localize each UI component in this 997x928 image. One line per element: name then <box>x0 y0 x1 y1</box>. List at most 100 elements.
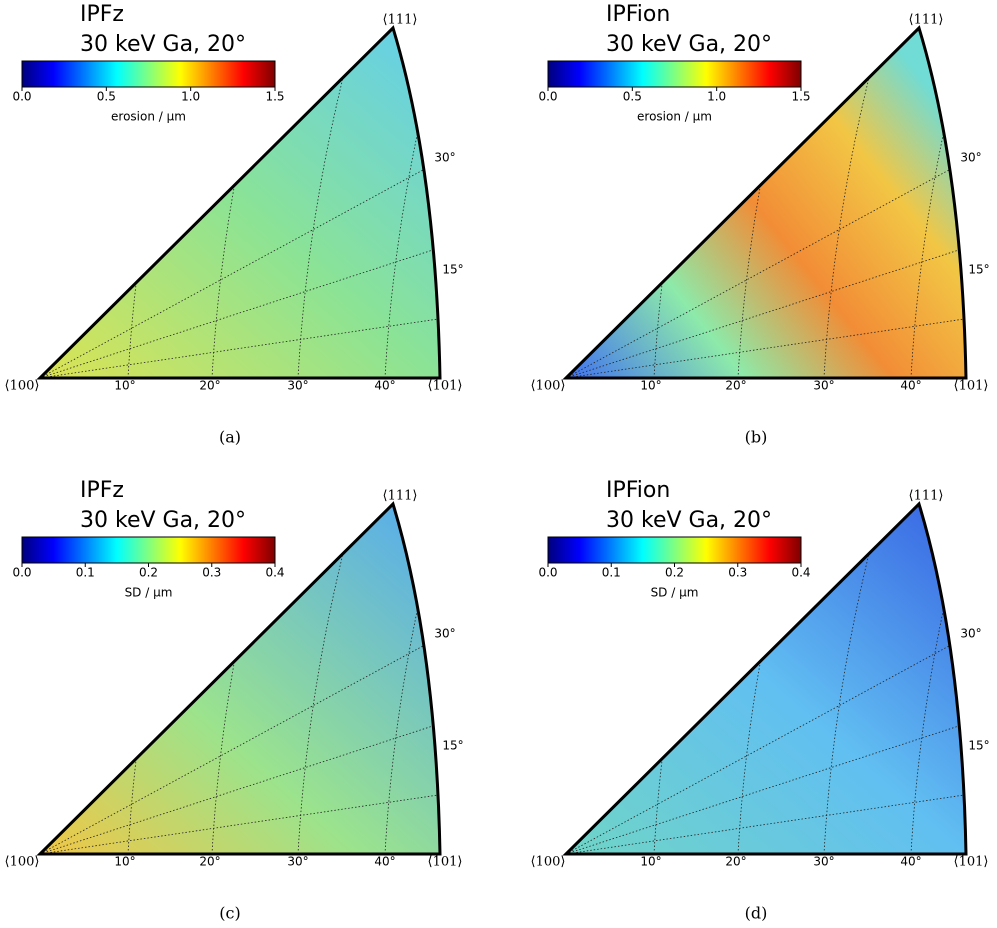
triangle-outline <box>36 501 442 856</box>
grid-arc <box>910 28 966 378</box>
grid-arc <box>384 504 440 854</box>
colorbar <box>21 60 276 88</box>
grid-arc <box>211 504 273 854</box>
colorbar-tick-label: 0.0 <box>538 566 557 580</box>
angle-label: 30° <box>434 151 455 165</box>
caption: (a) <box>219 428 241 447</box>
title: IPFz <box>80 478 124 503</box>
grid-arc <box>737 28 799 378</box>
subtitle: 30 keV Ga, 20° <box>80 508 246 533</box>
pole-label: ⟨101⟩ <box>428 855 463 870</box>
pole-label: ⟨100⟩ <box>531 379 566 394</box>
colorbar-tick-label: 0.4 <box>791 566 810 580</box>
colorbar-label: SD / µm <box>125 586 173 600</box>
colorbar-tick-label: 0.0 <box>538 90 557 104</box>
colorbar-tick-label: 0.5 <box>623 90 642 104</box>
pole-label: ⟨101⟩ <box>954 855 989 870</box>
angle-label: 20° <box>725 855 746 869</box>
pole-label: ⟨111⟩ <box>383 13 418 28</box>
ipf-map <box>40 28 440 378</box>
colorbar-tick-label: 0.3 <box>202 566 221 580</box>
caption: (d) <box>745 904 768 923</box>
caption: (c) <box>219 904 240 923</box>
grid-arc <box>211 28 273 378</box>
angle-label: 20° <box>199 855 220 869</box>
angle-label: 30° <box>960 151 981 165</box>
colorbar-tick-label: 0.3 <box>728 566 747 580</box>
colorbar-tick-label: 0.5 <box>97 90 116 104</box>
angle-label: 30° <box>960 627 981 641</box>
angle-label: 15° <box>968 739 989 753</box>
grid-arc <box>823 28 885 378</box>
grid-arc <box>297 504 359 854</box>
panel: IPFion 30 keV Ga, 20° 0.0 0.5 1.0 1.5 erosion … <box>531 2 990 447</box>
colorbar <box>547 536 802 564</box>
colorbar-tick-label: 0.0 <box>12 566 31 580</box>
triangle-outline <box>36 25 442 380</box>
colorbar-label: SD / µm <box>651 586 699 600</box>
colorbar <box>21 536 276 564</box>
grid-line <box>40 245 440 378</box>
angle-label: 40° <box>374 855 395 869</box>
grid-arc <box>823 504 885 854</box>
angle-label: 20° <box>725 379 746 393</box>
angle-label: 40° <box>900 379 921 393</box>
angle-label: 40° <box>374 379 395 393</box>
pole-label: ⟨101⟩ <box>428 379 463 394</box>
colorbar-tick-label: 0.1 <box>602 566 621 580</box>
colorbar-tick-label: 0.0 <box>12 90 31 104</box>
panel: IPFz 30 keV Ga, 20° 0.0 0.1 0.2 0.3 0.4 SD / µm… <box>5 478 464 923</box>
title: IPFion <box>606 478 670 503</box>
colorbar-tick-label: 1.5 <box>791 90 810 104</box>
angle-label: 20° <box>199 379 220 393</box>
subtitle: 30 keV Ga, 20° <box>606 508 772 533</box>
pole-label: ⟨111⟩ <box>909 489 944 504</box>
panel: IPFz 30 keV Ga, 20° 0.0 0.5 1.0 1.5 erosion / … <box>5 2 464 447</box>
colorbar-tick-label: 1.5 <box>265 90 284 104</box>
angle-label: 40° <box>900 855 921 869</box>
pole-label: ⟨100⟩ <box>5 379 40 394</box>
colorbar-tick-label: 0.2 <box>139 566 158 580</box>
grid-arc <box>297 28 359 378</box>
ipf-map <box>40 504 440 854</box>
pole-label: ⟨111⟩ <box>383 489 418 504</box>
colorbar-tick-label: 1.0 <box>181 90 200 104</box>
angle-label: 10° <box>114 855 135 869</box>
colorbar-label: erosion / µm <box>637 110 712 124</box>
angle-label: 30° <box>287 855 308 869</box>
colorbar-tick-label: 0.4 <box>265 566 284 580</box>
triangle-outline <box>562 501 968 856</box>
ipf-map <box>566 504 966 854</box>
ipf-map <box>566 28 966 378</box>
title: IPFz <box>80 2 124 27</box>
angle-label: 15° <box>968 263 989 277</box>
pole-label: ⟨101⟩ <box>954 379 989 394</box>
angle-label: 30° <box>813 855 834 869</box>
panel: IPFion 30 keV Ga, 20° 0.0 0.1 0.2 0.3 0.4 SD / … <box>531 478 990 923</box>
colorbar-tick-label: 0.2 <box>665 566 684 580</box>
angle-label: 10° <box>114 379 135 393</box>
angle-label: 15° <box>442 739 463 753</box>
pole-label: ⟨100⟩ <box>531 855 566 870</box>
triangle-outline <box>562 25 968 380</box>
subtitle: 30 keV Ga, 20° <box>80 32 246 57</box>
caption: (b) <box>745 428 768 447</box>
colorbar <box>547 60 802 88</box>
grid-line <box>566 721 966 854</box>
grid-line <box>566 245 966 378</box>
grid-line <box>40 721 440 854</box>
colorbar-tick-label: 1.0 <box>707 90 726 104</box>
angle-label: 15° <box>442 263 463 277</box>
colorbar-tick-label: 0.1 <box>76 566 95 580</box>
angle-label: 30° <box>434 627 455 641</box>
angle-label: 30° <box>813 379 834 393</box>
title: IPFion <box>606 2 670 27</box>
colorbar-label: erosion / µm <box>111 110 186 124</box>
pole-label: ⟨100⟩ <box>5 855 40 870</box>
grid-arc <box>910 504 966 854</box>
subtitle: 30 keV Ga, 20° <box>606 32 772 57</box>
pole-label: ⟨111⟩ <box>909 13 944 28</box>
angle-label: 10° <box>640 379 661 393</box>
angle-label: 10° <box>640 855 661 869</box>
